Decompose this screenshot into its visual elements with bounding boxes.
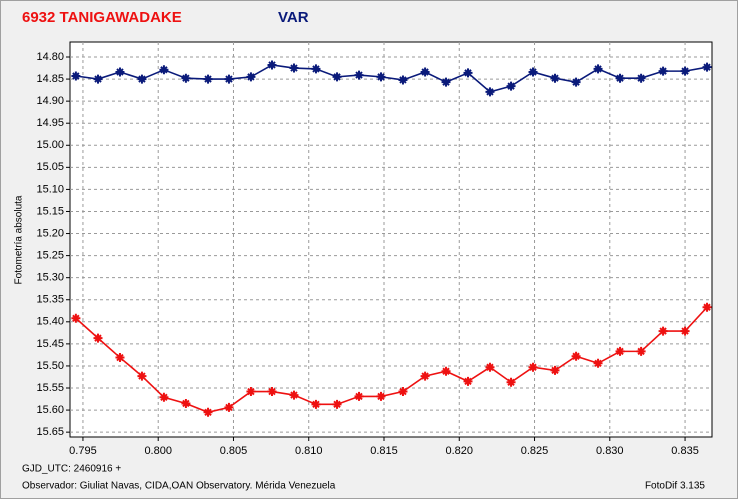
data-point (636, 346, 646, 356)
data-point (463, 68, 473, 78)
y-tick-label: 14.95 (36, 117, 64, 129)
data-point (311, 399, 321, 409)
data-point (246, 72, 256, 82)
x-tick-label: 0.805 (220, 445, 248, 457)
y-axis-label: Fotometría absoluta (14, 195, 25, 284)
x-tick-label: 0.810 (295, 445, 323, 457)
y-tick-label: 15.60 (36, 404, 64, 416)
data-point (267, 387, 277, 397)
series-title: 6932 TANIGAWADAKE (22, 9, 182, 26)
data-point (571, 351, 581, 361)
data-point (680, 66, 690, 76)
data-point (93, 333, 103, 343)
series-line (75, 306, 708, 414)
footer-observer: Observador: Giuliat Navas, CIDA,OAN Obse… (22, 481, 336, 492)
data-point (441, 366, 451, 376)
data-point (593, 64, 603, 74)
data-point (71, 313, 81, 323)
data-point (289, 390, 299, 400)
data-point (159, 392, 169, 402)
data-point (267, 60, 277, 70)
data-point (463, 376, 473, 386)
data-point (115, 353, 125, 363)
y-tick-label: 15.00 (36, 139, 64, 151)
data-point (550, 365, 560, 375)
data-point (398, 387, 408, 397)
data-point (311, 64, 321, 74)
data-point (702, 62, 712, 72)
data-point (181, 73, 191, 83)
data-point (658, 66, 668, 76)
data-point (181, 398, 191, 408)
x-tick-label: 0.820 (445, 445, 473, 457)
data-point (636, 73, 646, 83)
y-tick-label: 15.10 (36, 183, 64, 195)
data-point (354, 70, 364, 80)
data-point (224, 402, 234, 412)
data-point (159, 65, 169, 75)
x-tick-label: 0.795 (69, 445, 97, 457)
data-point (571, 77, 581, 87)
y-tick-label: 14.90 (36, 95, 64, 107)
y-tick-label: 15.30 (36, 272, 64, 284)
x-tick-label: 0.815 (370, 445, 398, 457)
x-tick-label: 0.825 (521, 445, 549, 457)
data-point (528, 67, 538, 77)
y-tick-label: 14.85 (36, 73, 64, 85)
data-point (680, 326, 690, 336)
footer-date: GJD_UTC: 2460916 + (22, 464, 121, 475)
data-point (615, 346, 625, 356)
series-line (75, 64, 708, 93)
data-point (702, 302, 712, 312)
y-tick-label: 15.45 (36, 338, 64, 350)
data-point (398, 75, 408, 85)
data-point (137, 371, 147, 381)
y-tick-label: 15.40 (36, 316, 64, 328)
y-tick-label: 15.55 (36, 382, 64, 394)
y-tick-label: 15.05 (36, 161, 64, 173)
data-point (485, 87, 495, 97)
y-tick-label: 15.35 (36, 294, 64, 306)
y-tick-label: 15.20 (36, 227, 64, 239)
data-point (71, 71, 81, 81)
data-point (289, 63, 299, 73)
data-point (115, 67, 125, 77)
y-tick-label: 14.80 (36, 51, 64, 63)
data-point (658, 326, 668, 336)
data-point (506, 81, 516, 91)
x-tick-label: 0.800 (144, 445, 172, 457)
data-point (593, 358, 603, 368)
data-point (203, 407, 213, 417)
series-title: VAR (278, 9, 309, 26)
y-tick-label: 15.25 (36, 250, 64, 262)
data-point (354, 391, 364, 401)
data-point (485, 362, 495, 372)
plot-area (69, 41, 713, 438)
data-point (528, 362, 538, 372)
y-tick-label: 15.15 (36, 205, 64, 217)
data-point (441, 77, 451, 87)
footer-version: FotoDif 3.135 (645, 481, 705, 492)
data-point (203, 74, 213, 84)
data-point (376, 72, 386, 82)
data-point (246, 387, 256, 397)
x-tick-label: 0.830 (596, 445, 624, 457)
data-point (137, 74, 147, 84)
data-point (224, 74, 234, 84)
data-point (550, 73, 560, 83)
data-point (615, 73, 625, 83)
data-point (332, 399, 342, 409)
data-point (93, 74, 103, 84)
data-point (420, 67, 430, 77)
data-point (420, 371, 430, 381)
data-point (506, 377, 516, 387)
y-tick-label: 15.65 (36, 426, 64, 438)
data-point (376, 391, 386, 401)
y-tick-label: 15.50 (36, 360, 64, 372)
data-point (332, 72, 342, 82)
x-tick-label: 0.835 (671, 445, 699, 457)
